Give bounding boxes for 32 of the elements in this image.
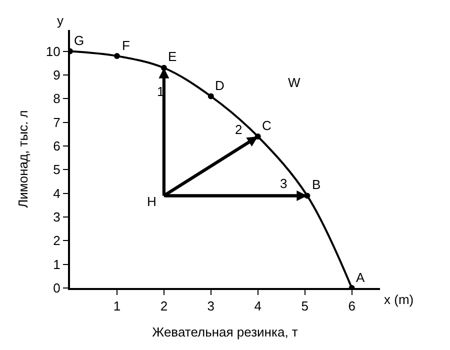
annotation: D [215, 78, 224, 93]
annotation: 2 [235, 122, 242, 137]
x-tick-label: 1 [113, 298, 121, 314]
annotation: A [356, 270, 365, 285]
x-tick-label: 4 [254, 298, 262, 314]
annotation: 3 [280, 176, 288, 191]
y-tick-label: 2 [53, 233, 60, 248]
x-tick-label: 6 [348, 298, 356, 314]
annotation: G [74, 33, 84, 48]
annotation: C [262, 118, 272, 133]
y-tick-label: 0 [53, 280, 60, 296]
annotation: B [312, 177, 321, 192]
y-tick-label: 5 [53, 162, 60, 178]
x-tick-label: 5 [301, 298, 308, 314]
y-tick-label: 9 [53, 68, 60, 83]
x-tick-label: 2 [160, 298, 168, 314]
y-tick-label: 6 [53, 138, 60, 154]
annotation: F [122, 38, 130, 53]
y-tick-label: 3 [53, 210, 60, 225]
x-tick-label: 3 [207, 298, 215, 314]
y-axis-title: Лимонад, тыс. л [15, 110, 30, 208]
y-tick-label: 1 [53, 256, 60, 272]
y-tick-label: 8 [53, 91, 60, 106]
text: y [57, 13, 64, 28]
annotation: H [147, 194, 156, 209]
annotation: E [168, 49, 177, 64]
annotation: W [288, 75, 301, 90]
text: x (m) [384, 292, 414, 307]
y-tick-label: 4 [53, 186, 60, 201]
y-tick-label: 7 [53, 114, 60, 130]
y-tick-label: 10 [46, 44, 60, 59]
x-axis-title: Жевательная резинка, т [152, 324, 298, 340]
